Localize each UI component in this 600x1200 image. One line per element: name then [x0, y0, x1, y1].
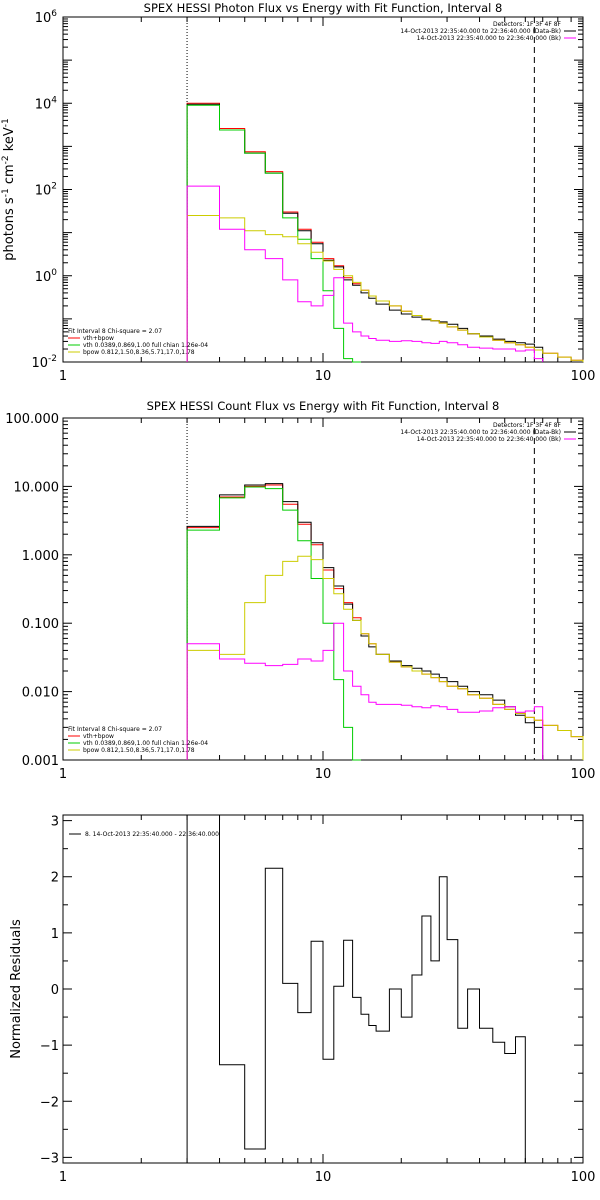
x-tick-label: 10: [315, 369, 332, 384]
panel-1: SPEX HESSI Photon Flux vs Energy with Fi…: [1, 1, 595, 384]
legend-entry: bpow 0.812,1.50,8.36,5.71,17.0,1.78: [83, 349, 195, 356]
x-tick-label: 10: [315, 1170, 332, 1185]
y-tick-label: 10.000: [14, 480, 60, 495]
y-tick-label: 10-2: [31, 354, 57, 371]
legend-entry: Detectors: 1F 3F 4F 8F: [493, 422, 562, 429]
legend-entry: 14-Oct-2013 22:35:40.000 to 22:36:40.000…: [400, 429, 561, 436]
legend-entry: vth+bpow: [83, 733, 114, 740]
legend-entry: 14-Oct-2013 22:35:40.000 to 22:36:40.000…: [417, 35, 561, 42]
series-residuals: [186, 814, 535, 1164]
chart-title: SPEX HESSI Photon Flux vs Energy with Fi…: [144, 1, 503, 15]
legend-entry: vth 0.0389,0.869,1.00 full chian 1.26e-0…: [83, 740, 208, 747]
x-tick-label: 10: [315, 767, 332, 782]
y-tick-label: −2: [40, 1095, 59, 1110]
y-tick-label: 0.010: [22, 686, 59, 701]
x-tick-label: 1: [59, 1170, 67, 1185]
y-tick-label: −1: [40, 1039, 59, 1054]
series-vth: [186, 486, 361, 761]
y-tick-label: 1: [51, 927, 59, 942]
x-tick-label: 100: [571, 369, 596, 384]
y-tick-label: 3: [51, 815, 59, 830]
legend-entry: vth+bpow: [83, 335, 114, 342]
y-tick-label: −3: [40, 1151, 59, 1166]
y-tick-label: 102: [35, 182, 57, 199]
y-tick-label: 106: [35, 9, 58, 26]
x-tick-label: 100: [571, 767, 596, 782]
legend-entry: Detectors: 1F 3F 4F 8F: [493, 21, 562, 28]
y-tick-label: 0: [51, 983, 59, 998]
y-tick-label: 104: [35, 95, 58, 112]
legend-entry: 14-Oct-2013 22:35:40.000 to 22:36:40.000…: [417, 436, 561, 443]
y-tick-label: 100: [35, 268, 58, 285]
legend-entry: vth 0.0389,0.869,1.00 full chian 1.26e-0…: [83, 342, 208, 349]
series-bk: [186, 185, 544, 362]
legend-entry: 8. 14-Oct-2013 22:35:40.000 - 22:36:40.0…: [85, 831, 219, 838]
chart-title: SPEX HESSI Count Flux vs Energy with Fit…: [147, 399, 500, 413]
x-tick-label: 100: [571, 1170, 596, 1185]
y-tick-label: 0.001: [22, 754, 59, 769]
series-data: [186, 483, 544, 760]
legend-entry: Fit Interval 8 Chi-square = 2.07: [68, 726, 162, 733]
y-tick-label: 2: [51, 871, 59, 886]
x-tick-label: 1: [59, 767, 67, 782]
legend-entry: Fit Interval 8 Chi-square = 2.07: [68, 328, 162, 335]
panel-2: SPEX HESSI Count Flux vs Energy with Fit…: [5, 399, 595, 782]
y-tick-label: 1.000: [22, 549, 59, 564]
y-axis-label: Normalized Residuals: [9, 919, 24, 1059]
series-bk: [186, 622, 544, 760]
y-tick-label: 0.100: [22, 617, 59, 632]
x-tick-label: 1: [59, 369, 67, 384]
series-bpow: [186, 555, 584, 760]
series-bpow: [186, 215, 584, 362]
series-data: [186, 103, 544, 362]
y-tick-label: 100.000: [5, 412, 59, 427]
legend-entry: 14-Oct-2013 22:35:40.000 to 22:36:40.000…: [400, 28, 561, 35]
legend-entry: bpow 0.812,1.50,8.36,5.71,17.0,1.78: [83, 747, 195, 754]
y-axis-label: photons s-1 cm-2 keV-1: [1, 118, 17, 260]
